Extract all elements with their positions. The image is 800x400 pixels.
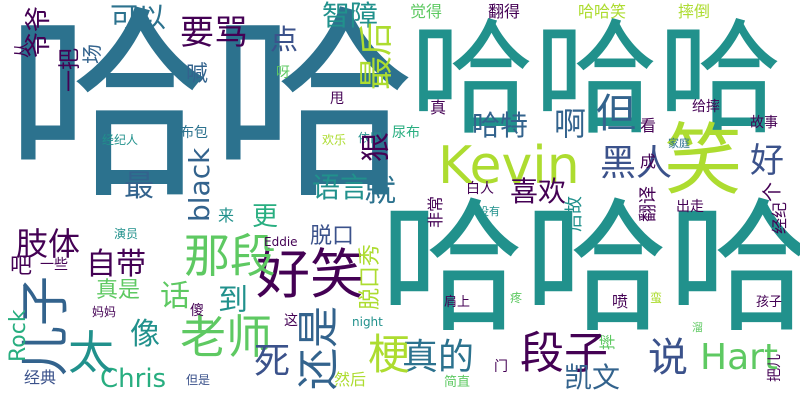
- word-hao: 好: [750, 141, 784, 181]
- word-man: 蛮: [650, 291, 663, 305]
- word-shuaidao: 摔倒: [678, 2, 711, 21]
- word-hua: 话: [160, 279, 190, 314]
- word-geng-stem: 梗: [368, 330, 411, 379]
- word-ha-te: 哈特: [472, 109, 529, 142]
- word-jianzhi: 简直: [444, 375, 471, 390]
- word-shuai: 甩: [330, 91, 344, 107]
- word-chris: Chris: [100, 364, 167, 394]
- word-hahaha-top: 哈哈哈: [410, 8, 783, 152]
- word-niaobu: 尿布: [392, 125, 420, 141]
- word-a: 啊: [554, 105, 587, 143]
- word-naduan: 那段: [184, 229, 276, 283]
- word-pen: 喷: [612, 292, 629, 311]
- word-houbei: 后故: [564, 196, 585, 232]
- word-jingji: 经纪: [770, 201, 789, 234]
- word-yanyuan: 演员: [114, 227, 139, 241]
- word-dian: 点: [270, 23, 299, 56]
- word-night: night: [352, 315, 383, 329]
- word-geishuai: 给摔: [692, 99, 720, 115]
- word-haoxiao: 好笑: [256, 243, 364, 306]
- word-zidai: 自带: [86, 247, 146, 282]
- word-rock: Rock: [6, 309, 31, 362]
- word-jingjiren: 经纪人: [102, 133, 139, 147]
- word-shuo: 说: [648, 335, 688, 381]
- word-yijiu: 依旧: [358, 131, 383, 145]
- word-haizi: 孩子: [756, 295, 783, 310]
- word-baer: 把儿: [767, 354, 783, 382]
- word-fande: 翻得: [488, 2, 521, 21]
- word-tuokouxiu: 脱口秀: [358, 243, 383, 310]
- word-zuihou: 最后: [357, 22, 397, 90]
- word-mama: 妈妈: [92, 305, 117, 319]
- word-chang: 场: [80, 44, 104, 64]
- word-dan: 但: [596, 91, 636, 137]
- word-xihuan: 喜欢: [510, 175, 567, 208]
- word-ge: 个: [760, 182, 784, 202]
- word-zhenshi: 真是: [96, 278, 141, 303]
- word-yaoma: 要骂: [180, 13, 248, 53]
- word-zui: 最: [124, 169, 154, 204]
- word-juede: 觉得: [410, 2, 443, 21]
- word-black: black: [183, 147, 216, 222]
- word-ba: 吧: [10, 254, 33, 279]
- word-yixie: 一些: [40, 257, 68, 273]
- word-ya: 呀: [276, 65, 290, 81]
- word-cheng: 成: [640, 152, 657, 171]
- word-keyi: 可以: [110, 1, 167, 34]
- word-teng: 疼: [510, 291, 523, 305]
- word-bairen: 白人: [466, 181, 494, 197]
- word-lai: 来: [218, 206, 235, 225]
- word-huanle: 欢乐: [322, 133, 347, 147]
- word-haha-big: 哈哈: [6, 0, 416, 227]
- word-fanyi: 翻译: [638, 186, 659, 222]
- word-tuokou: 脱口: [310, 224, 355, 249]
- word-danshi: 但是: [186, 373, 211, 387]
- word-jiu: 就: [364, 171, 397, 209]
- word-sha: 傻: [190, 303, 204, 319]
- word-gushi: 故事: [750, 115, 778, 131]
- word-eddie: Eddie: [264, 235, 298, 249]
- word-bubao: 布包: [180, 125, 208, 141]
- word-kaiwen: 凯文: [564, 361, 621, 394]
- word-hart: Hart: [700, 337, 779, 378]
- word-liu: 溜: [692, 321, 703, 334]
- word-feichang: 非常: [426, 195, 445, 228]
- word-hen: 狠: [359, 132, 394, 162]
- word-kevin: Kevin: [438, 136, 580, 196]
- word-si: 死: [254, 341, 291, 382]
- word-duanzi: 段子: [520, 328, 608, 379]
- word-dao: 到: [218, 283, 248, 318]
- word-xiao: 笑: [664, 116, 743, 206]
- word-zhende: 真的: [402, 337, 475, 378]
- word-laoshi: 老师: [180, 310, 272, 364]
- word-jingdian: 经典: [24, 368, 57, 387]
- word-kan: 看: [640, 116, 657, 135]
- word-yuyan: 语言: [312, 171, 369, 204]
- word-shuai2: 摔: [598, 333, 617, 350]
- word-zhe: 这: [284, 313, 298, 329]
- word-jiating: 家庭: [668, 137, 690, 150]
- word-cong: 从: [12, 41, 31, 58]
- word-zhen: 真: [430, 98, 447, 117]
- word-haishi: 还是: [294, 305, 343, 390]
- word-xiang: 像: [130, 317, 160, 352]
- word-geng-more: 更: [252, 202, 279, 232]
- word-jianshang: 肩上: [444, 295, 471, 310]
- word-chuzou: 出走: [676, 199, 704, 215]
- word-hahaha-bottom: 哈哈哈: [380, 184, 800, 352]
- word-hahaxiao: 哈哈笑: [578, 2, 627, 21]
- word-han: 喊: [186, 62, 209, 87]
- word-ranhou: 然后: [334, 370, 367, 389]
- word-zhiti: 肢体: [16, 225, 81, 263]
- word-meiyou: 没有: [478, 205, 500, 218]
- word-men: 门: [494, 359, 508, 375]
- word-heiren: 黑人: [600, 143, 673, 184]
- word-zhizhang: 智障: [322, 0, 379, 32]
- word-tai: 太: [68, 326, 114, 380]
- word-yiba: 一把: [58, 47, 83, 92]
